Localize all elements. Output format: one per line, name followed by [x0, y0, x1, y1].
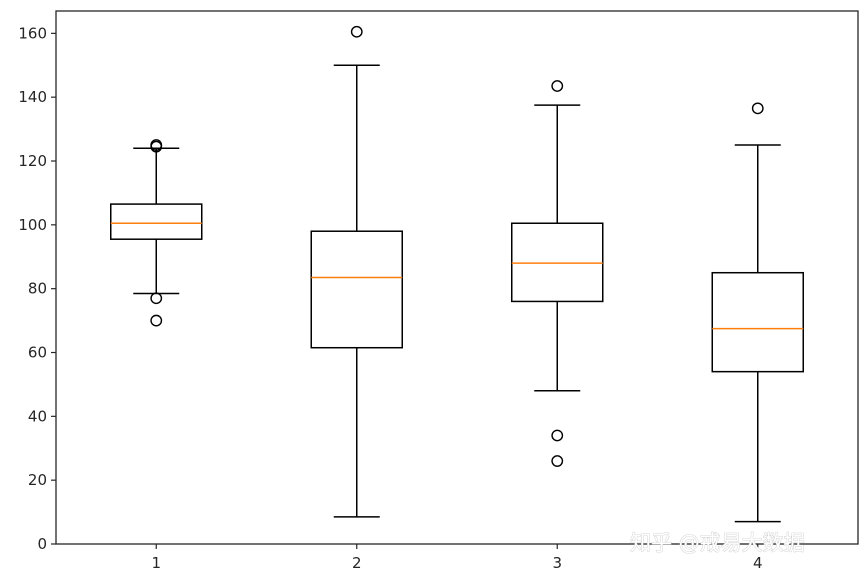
x-tick-label: 1 [151, 554, 161, 572]
box-group-1 [110, 139, 203, 327]
outlier-point [350, 25, 363, 38]
y-tick-label: 0 [37, 535, 47, 553]
outlier-point [150, 139, 163, 151]
box-group-2 [310, 25, 403, 518]
watermark-text: 知乎 @戒易大数据 [630, 531, 805, 555]
outlier-point [150, 314, 163, 327]
box [110, 203, 203, 240]
outlier-point [551, 429, 564, 442]
y-tick-label: 40 [28, 407, 47, 425]
y-tick-label: 20 [28, 471, 47, 489]
x-tick-label: 3 [552, 554, 562, 572]
y-tick-label: 100 [18, 216, 47, 234]
box [310, 230, 403, 349]
y-tick-label: 160 [18, 24, 47, 42]
y-tick-label: 80 [28, 280, 47, 298]
x-axis: 1 2 3 4 [151, 544, 763, 572]
y-tick-label: 60 [28, 344, 47, 362]
x-tick-label: 4 [753, 554, 763, 572]
outlier-point [150, 292, 163, 305]
box [711, 271, 804, 373]
box-group-4 [711, 102, 804, 523]
outlier-point [751, 102, 764, 115]
y-axis: 0 20 40 60 80 100 120 140 160 [18, 24, 56, 553]
plot-area [55, 10, 859, 545]
box-group-3 [511, 80, 604, 467]
outlier-point [551, 80, 564, 92]
box [511, 222, 604, 303]
box-series [110, 25, 804, 523]
x-tick-label: 2 [352, 554, 362, 572]
y-tick-label: 120 [18, 152, 47, 170]
y-tick-label: 140 [18, 88, 47, 106]
outlier-point [551, 455, 564, 467]
